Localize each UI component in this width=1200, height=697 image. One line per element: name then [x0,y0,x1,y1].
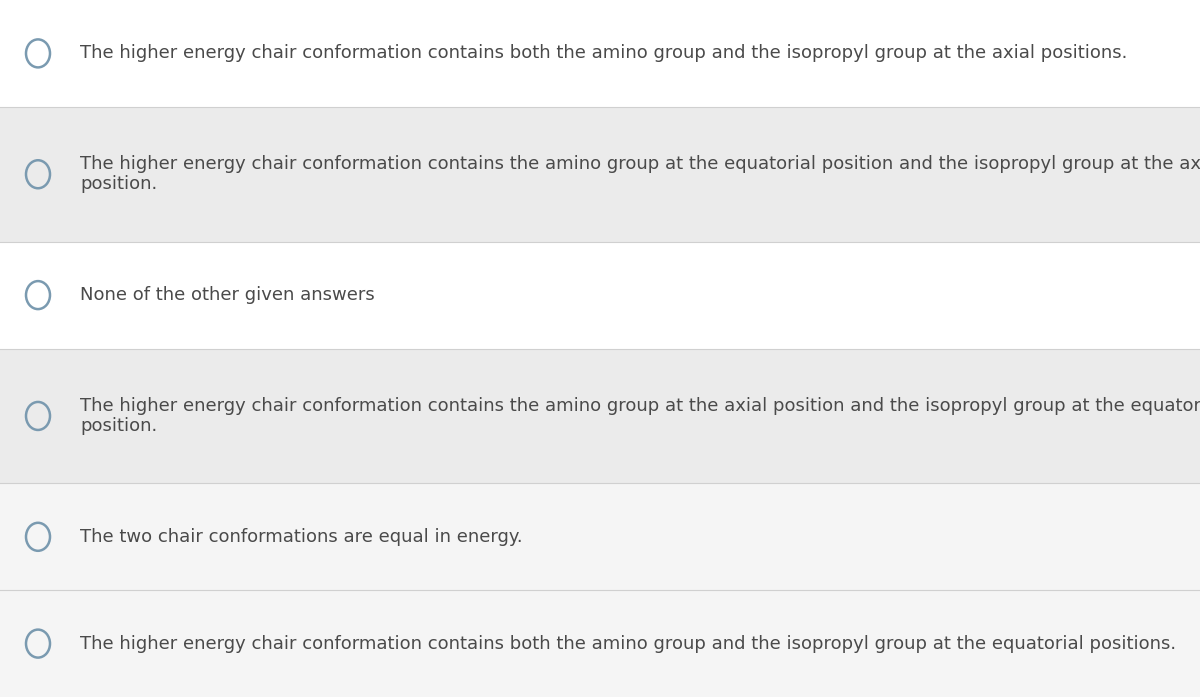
Text: position.: position. [80,417,157,435]
Bar [0,590,1200,697]
Bar [0,0,1200,107]
Bar [0,348,1200,484]
Bar [0,107,1200,242]
Text: position.: position. [80,175,157,193]
Text: The higher energy chair conformation contains the amino group at the equatorial : The higher energy chair conformation con… [80,155,1200,174]
Text: The two chair conformations are equal in energy.: The two chair conformations are equal in… [80,528,523,546]
Bar [0,242,1200,348]
Text: The higher energy chair conformation contains both the amino group and the isopr: The higher energy chair conformation con… [80,634,1176,652]
Bar [0,484,1200,590]
Text: None of the other given answers: None of the other given answers [80,286,374,304]
Text: The higher energy chair conformation contains both the amino group and the isopr: The higher energy chair conformation con… [80,45,1127,63]
Text: The higher energy chair conformation contains the amino group at the axial posit: The higher energy chair conformation con… [80,397,1200,415]
